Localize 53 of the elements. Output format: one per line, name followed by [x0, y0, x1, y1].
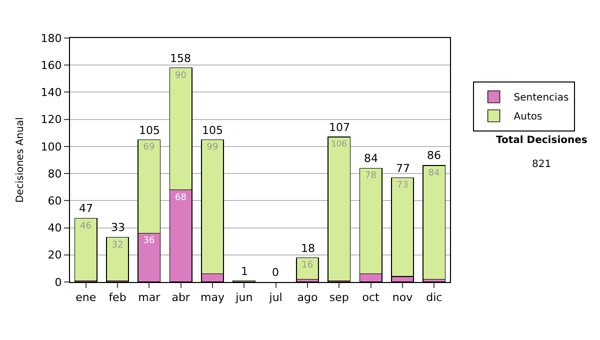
- total-label: 77: [396, 162, 410, 175]
- data-label: 106: [331, 138, 347, 148]
- data-label: 73: [396, 180, 408, 191]
- data-label: 69: [143, 142, 156, 153]
- legend-label: Sentencias: [514, 92, 569, 104]
- y-tick-label: 160: [40, 58, 62, 72]
- total-label: 84: [364, 152, 378, 165]
- total-label: 47: [79, 202, 93, 215]
- x-tick-label: mar: [138, 291, 161, 304]
- y-tick-label: 40: [48, 222, 62, 235]
- data-label: 68: [174, 192, 187, 203]
- text: 821: [532, 159, 552, 170]
- y-axis-title: Decisiones Anual: [14, 117, 26, 203]
- x-tick-label: oct: [362, 291, 380, 304]
- x-tick-label: abr: [172, 291, 190, 304]
- total-label: 18: [301, 242, 315, 255]
- total-label: 105: [202, 124, 223, 137]
- x-tick-label: sep: [329, 291, 349, 304]
- x-tick-label: nov: [392, 291, 414, 304]
- total-label: 107: [329, 121, 350, 134]
- y-tick-label: 140: [40, 86, 62, 100]
- total-label: 0: [272, 266, 279, 279]
- data-label: 16: [302, 260, 314, 271]
- total-label: 105: [139, 124, 160, 137]
- y-tick-label: 100: [40, 140, 62, 154]
- data-label: 46: [80, 221, 92, 232]
- data-label: 99: [206, 142, 218, 153]
- x-tick-label: ene: [76, 291, 96, 304]
- data-label: 36: [143, 236, 156, 246]
- legend-label: Autos: [514, 112, 542, 123]
- bar: [296, 257, 319, 280]
- y-tick-label: 0: [54, 276, 62, 289]
- x-tick-label: dic: [426, 291, 442, 304]
- text: Total Decisiones: [496, 135, 588, 146]
- total-label: 33: [111, 221, 125, 234]
- x-tick-label: ago: [297, 291, 318, 304]
- total-label: 158: [170, 52, 191, 65]
- data-label: 90: [174, 70, 187, 81]
- y-tick-label: 80: [48, 167, 62, 180]
- data-label: 78: [364, 171, 377, 182]
- x-tick-label: feb: [108, 291, 126, 304]
- total-label: 1: [241, 265, 248, 278]
- data-label: 32: [112, 240, 124, 250]
- bar: [422, 165, 446, 280]
- x-tick-label: may: [200, 291, 225, 304]
- total-label: 86: [427, 149, 441, 162]
- y-tick-label: 20: [48, 248, 62, 262]
- x-tick-label: jul: [268, 291, 282, 304]
- data-label: 84: [428, 168, 440, 178]
- y-tick-label: 120: [40, 113, 62, 126]
- y-tick-label: 60: [48, 194, 62, 208]
- y-tick-label: 180: [40, 32, 62, 45]
- x-tick-label: jun: [234, 291, 253, 304]
